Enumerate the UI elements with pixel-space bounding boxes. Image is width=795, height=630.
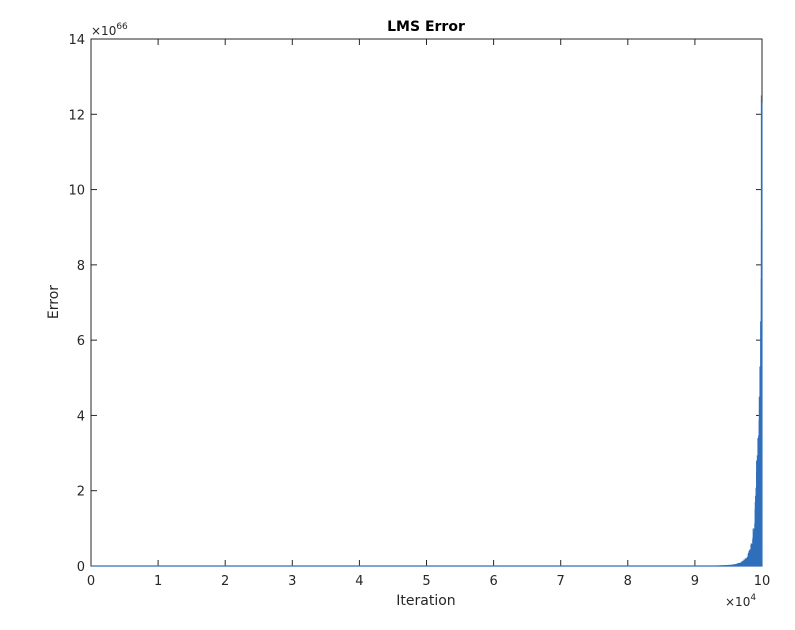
x-tick-label: 2: [221, 574, 229, 589]
y-tick-label: 12: [68, 108, 85, 123]
x-axis-multiplier: ×104: [725, 593, 756, 609]
x-multiplier-exponent: 4: [750, 593, 756, 603]
y-multiplier-base: ×10: [91, 24, 116, 38]
series-oscillation: [694, 95, 763, 566]
y-axis-ticks: 0 2 4 6 8 10 12 14: [68, 33, 762, 575]
y-tick-label: 14: [68, 33, 85, 48]
x-tick-label: 8: [624, 574, 632, 589]
y-tick-label: 8: [77, 259, 85, 274]
y-multiplier-exponent: 66: [116, 22, 128, 32]
series-layer: [91, 95, 763, 567]
y-tick-label: 2: [77, 485, 85, 500]
chart-title: LMS Error: [387, 19, 465, 35]
x-tick-label: 0: [87, 574, 95, 589]
y-axis-label: Error: [46, 285, 62, 319]
y-tick-label: 6: [77, 334, 85, 349]
x-axis-ticks: 0 1 2 3 4 5 6 7 8 9 10: [87, 39, 770, 589]
y-axis-multiplier: ×1066: [91, 22, 128, 38]
y-tick-label: 4: [77, 409, 85, 424]
x-tick-label: 6: [489, 574, 497, 589]
x-tick-label: 9: [691, 574, 699, 589]
x-tick-label: 5: [422, 574, 430, 589]
y-tick-label: 0: [77, 560, 85, 575]
x-tick-label: 7: [557, 574, 565, 589]
x-tick-label: 3: [288, 574, 296, 589]
y-tick-label: 10: [68, 184, 85, 199]
x-tick-label: 10: [754, 574, 771, 589]
x-axis-label: Iteration: [396, 593, 455, 609]
x-multiplier-base: ×10: [725, 595, 750, 609]
plot-area: [90, 38, 763, 567]
x-tick-label: 4: [355, 574, 363, 589]
x-tick-label: 1: [154, 574, 162, 589]
